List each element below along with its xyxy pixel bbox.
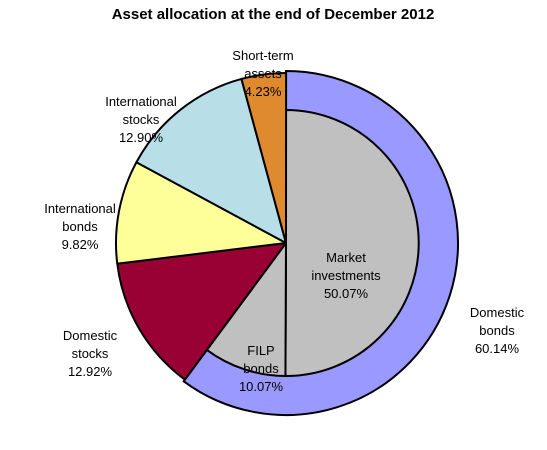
pie-slice-international-bonds: [114, 161, 287, 265]
pie-slice-short-term: [240, 71, 288, 244]
slice-name-label: stocks: [72, 346, 109, 361]
slice-name-label: Domestic: [63, 328, 118, 343]
pie-slice-market: [284, 109, 420, 378]
slice-name-label: Short-term: [232, 48, 293, 63]
label-international-bonds: International bonds 9.82%: [44, 201, 116, 252]
slice-name-label: Market: [326, 250, 366, 265]
slice-name-label: FILP: [247, 343, 274, 358]
slice-name-label: Domestic: [470, 305, 525, 320]
slice-value-label: 12.90%: [119, 130, 164, 145]
slice-value-label: 50.07%: [324, 286, 369, 301]
slice-name-label: bonds: [243, 361, 279, 376]
label-domestic-bonds: Domestic bonds 60.14%: [470, 305, 525, 356]
slice-value-label: 4.23%: [245, 84, 282, 99]
pie-slice-international-stocks: [135, 77, 287, 244]
chart-title: Asset allocation at the end of December …: [112, 6, 435, 23]
slice-value-label: 60.14%: [475, 341, 520, 356]
label-international-stocks: International stocks 12.90%: [105, 94, 177, 145]
slice-name-label: International: [105, 94, 177, 109]
label-domestic-stocks: Domestic stocks 12.92%: [63, 328, 118, 379]
label-market: Market investments 50.07%: [311, 250, 381, 301]
slice-name-label: bonds: [62, 219, 98, 234]
slice-name-label: stocks: [123, 112, 160, 127]
slice-name-label: International: [44, 201, 116, 216]
label-filp: FILP bonds 10.07%: [239, 343, 284, 394]
slice-value-label: 9.82%: [62, 237, 99, 252]
label-short-term: Short-term assets 4.23%: [232, 48, 293, 99]
slice-name-label: bonds: [479, 323, 515, 338]
slice-name-label: investments: [311, 268, 381, 283]
slice-value-label: 12.92%: [68, 364, 113, 379]
slice-value-label: 10.07%: [239, 379, 284, 394]
pie-slice-filp: [205, 242, 287, 377]
pie-slice-domestic-stocks: [116, 242, 287, 381]
slice-name-label: assets: [244, 66, 282, 81]
